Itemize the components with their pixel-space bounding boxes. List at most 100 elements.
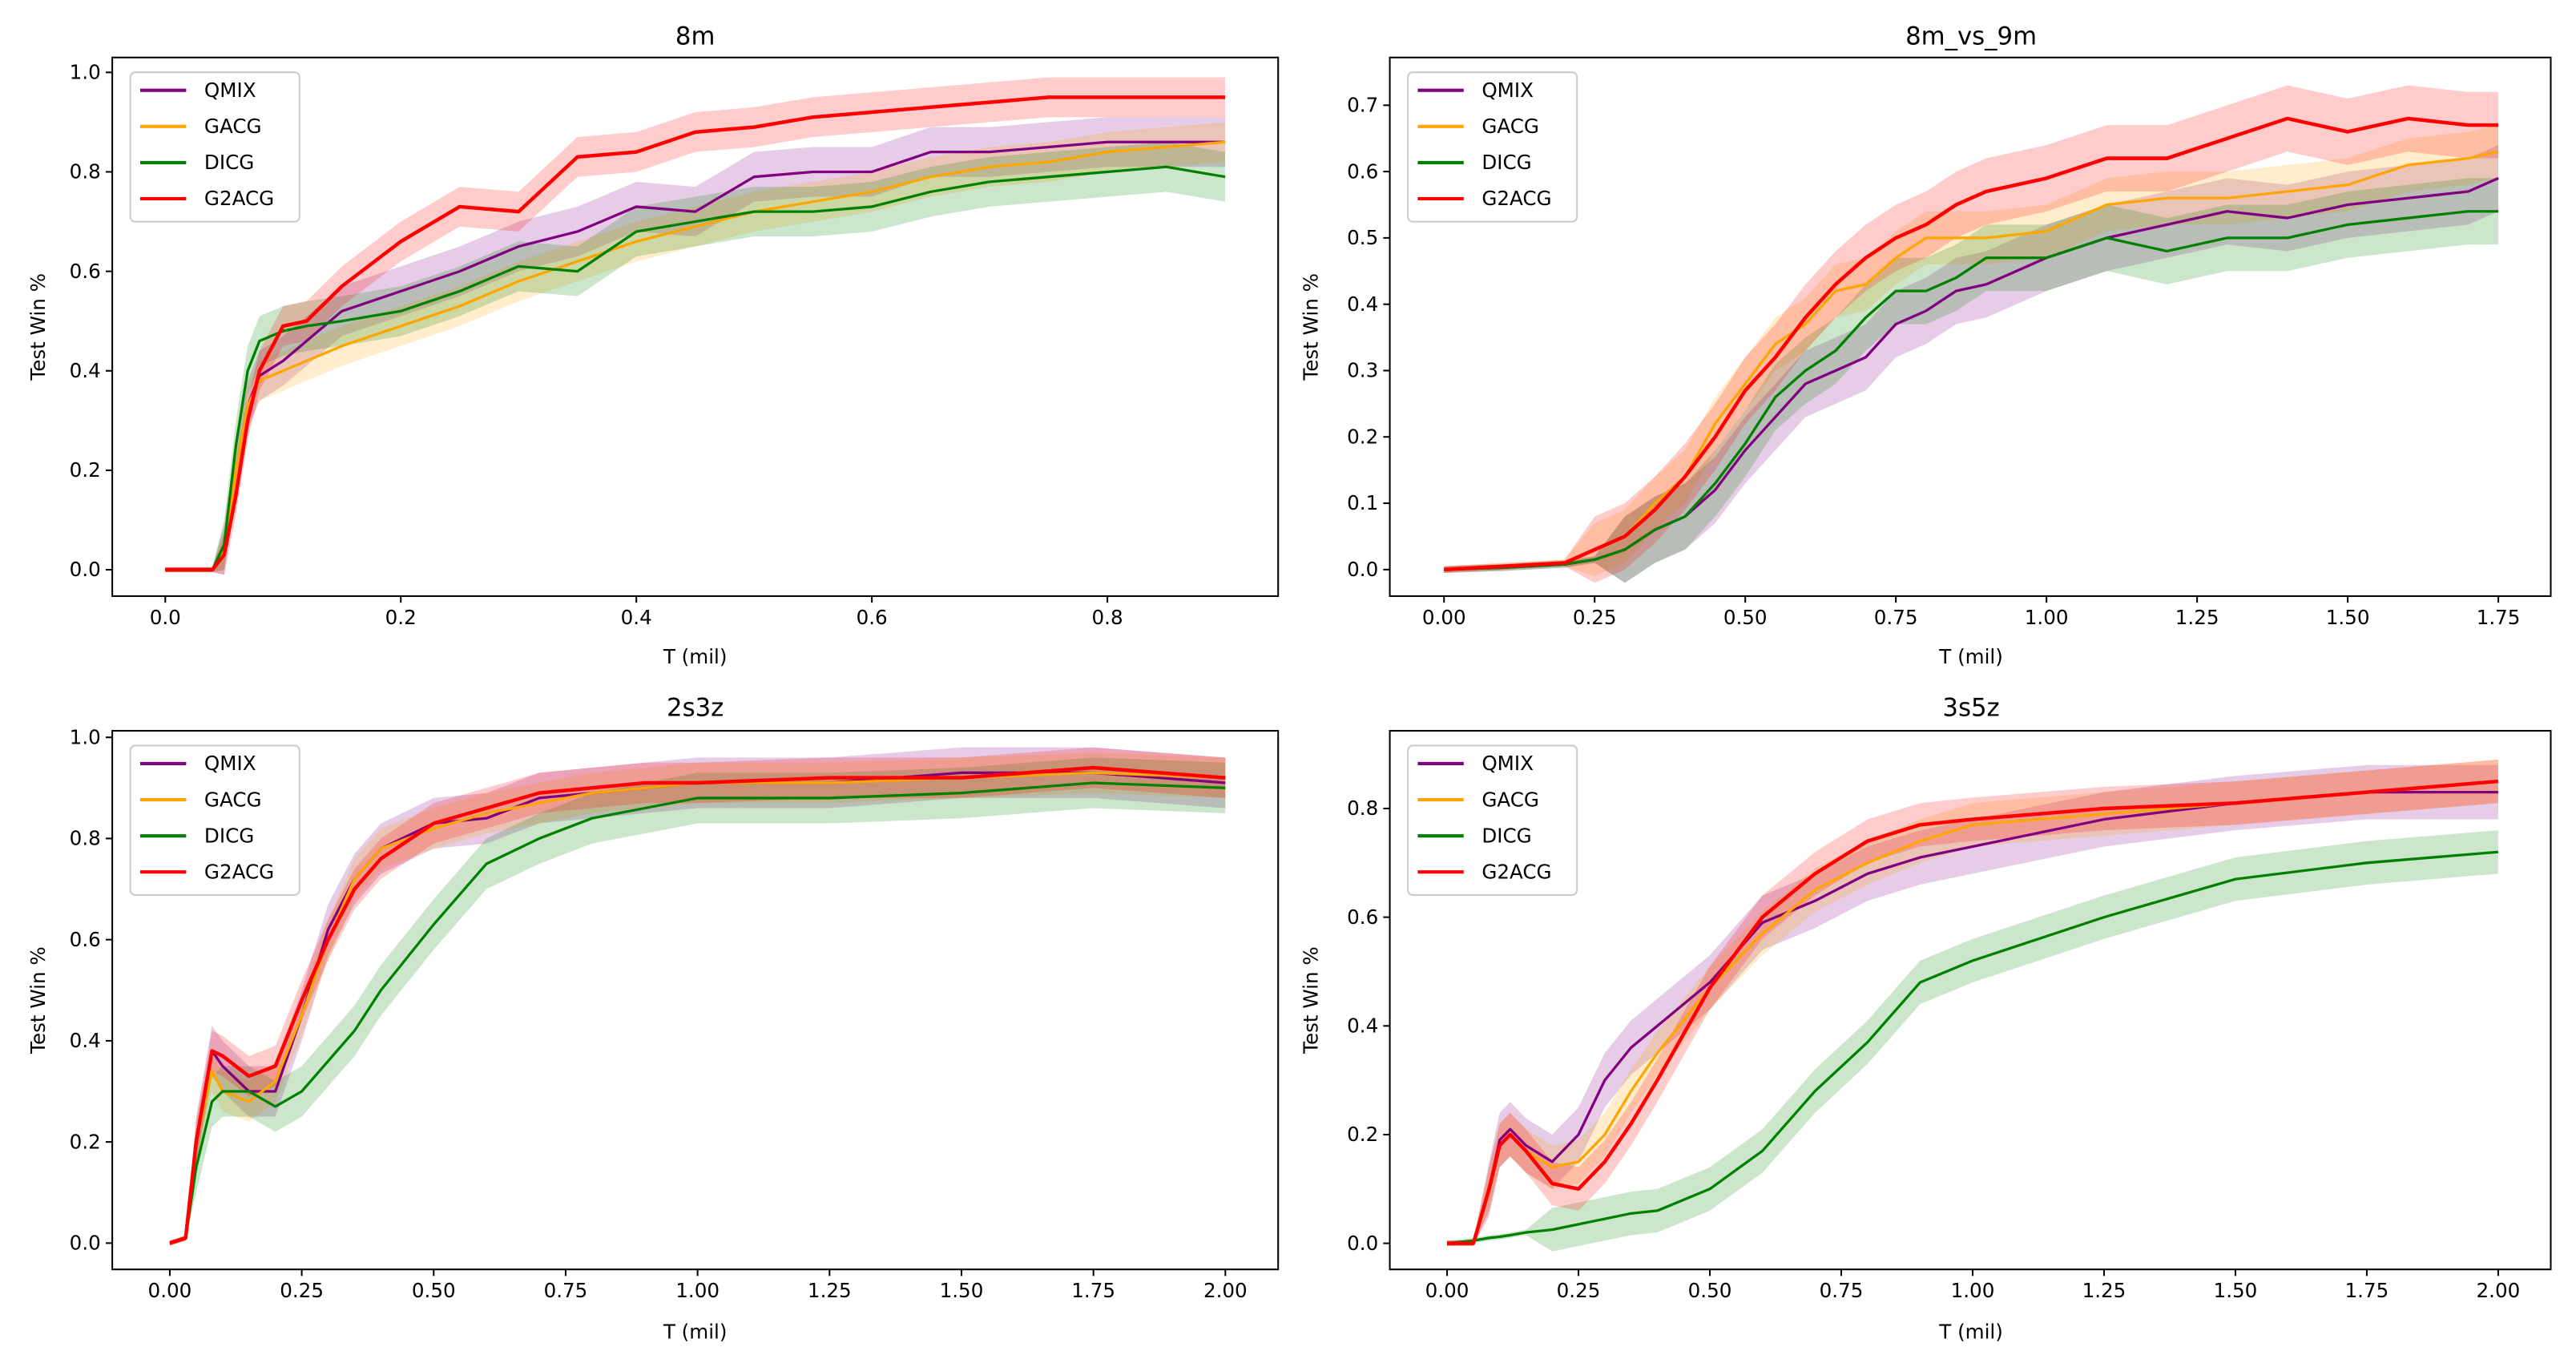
legend-label-gacg: GACG xyxy=(204,115,262,138)
chart-title: 8m_vs_9m xyxy=(1905,22,2037,50)
chart-title: 8m xyxy=(675,22,716,50)
y-tick-label: 0.1 xyxy=(1347,491,1378,514)
plot-area xyxy=(169,747,1226,1246)
confidence-band-gacg xyxy=(169,752,1226,1246)
legend-box xyxy=(1407,744,1578,896)
x-tick-label: 0.50 xyxy=(412,1279,456,1302)
axes-frame xyxy=(111,56,1280,597)
x-tick-label: 0.25 xyxy=(1557,1279,1601,1302)
y-tick-label: 0.2 xyxy=(1347,425,1378,448)
legend-label-dicg: DICG xyxy=(204,824,254,847)
series-line-g2acg xyxy=(165,95,1226,572)
legend-label-g2acg: G2ACG xyxy=(204,187,274,210)
legend-label-qmix: QMIX xyxy=(1482,752,1534,775)
legend-label-gacg: GACG xyxy=(1482,115,1539,138)
x-tick-label: 0.25 xyxy=(1573,606,1617,629)
x-axis-label: T (mil) xyxy=(663,645,728,668)
legend-label-dicg: DICG xyxy=(204,151,254,174)
x-tick-label: 1.00 xyxy=(675,1279,720,1302)
y-tick-label: 0.2 xyxy=(70,458,101,482)
y-tick-label: 0.0 xyxy=(1347,558,1378,581)
x-tick-label: 1.75 xyxy=(2345,1279,2389,1302)
y-tick-label: 0.4 xyxy=(1347,1014,1378,1038)
x-tick-label: 0.75 xyxy=(1874,606,1918,629)
confidence-band-dicg xyxy=(1447,830,2498,1252)
y-tick-label: 0.4 xyxy=(70,359,101,382)
x-tick-label: 0.0 xyxy=(150,606,181,629)
y-tick-label: 0.6 xyxy=(70,260,101,283)
chart-title: 3s5z xyxy=(1942,694,1999,723)
legend-label-qmix: QMIX xyxy=(1482,79,1534,102)
y-tick-label: 0.0 xyxy=(70,1232,101,1255)
y-tick-label: 0.3 xyxy=(1347,359,1378,382)
chart-title: 2s3z xyxy=(667,694,724,723)
series-line-g2acg xyxy=(1447,779,2499,1245)
x-tick-label: 0.8 xyxy=(1092,606,1123,629)
confidence-band-g2acg xyxy=(1444,85,2499,583)
legend-label-gacg: GACG xyxy=(1482,788,1539,811)
series-line-dicg xyxy=(1444,210,2499,571)
x-tick-label: 0.25 xyxy=(280,1279,324,1302)
confidence-band-dicg xyxy=(169,757,1226,1246)
x-tick-label: 1.00 xyxy=(1951,1279,1995,1302)
x-tick-label: 0.00 xyxy=(148,1279,192,1302)
legend: QMIX GACG DICG G2ACG xyxy=(1407,744,1578,896)
x-tick-label: 0.6 xyxy=(857,606,888,629)
x-tick-label: 1.50 xyxy=(2214,1279,2258,1302)
axes-frame xyxy=(1389,56,2552,597)
legend: QMIX GACG DICG G2ACG xyxy=(1407,71,1578,223)
y-tick-label: 1.0 xyxy=(70,725,101,748)
series-line-gacg xyxy=(169,771,1226,1244)
legend-label-qmix: QMIX xyxy=(204,79,256,102)
x-tick-label: 0.50 xyxy=(1723,606,1768,629)
x-tick-label: 0.2 xyxy=(385,606,417,629)
legend-label-g2acg: G2ACG xyxy=(1482,187,1551,210)
y-tick-label: 0.8 xyxy=(1347,796,1378,820)
confidence-band-g2acg xyxy=(1447,759,2498,1247)
legend-box xyxy=(129,71,300,223)
plot-area xyxy=(165,77,1226,575)
y-tick-label: 0.7 xyxy=(1347,94,1378,117)
x-tick-label: 1.75 xyxy=(2477,606,2521,629)
x-axis-label: T (mil) xyxy=(663,1320,728,1343)
confidence-band-gacg xyxy=(1447,759,2498,1247)
y-tick-label: 0.5 xyxy=(1347,226,1378,249)
legend-label-dicg: DICG xyxy=(1482,824,1531,847)
axes-frame xyxy=(111,729,1280,1271)
series-line-dicg xyxy=(165,165,1226,571)
x-tick-label: 1.00 xyxy=(2025,606,2069,629)
x-tick-label: 0.00 xyxy=(1422,606,1466,629)
y-tick-label: 0.6 xyxy=(70,928,101,951)
series-line-dicg xyxy=(1446,850,2499,1245)
y-tick-label: 0.4 xyxy=(1347,292,1378,316)
chart-8m-vs-9m: 8m_vs_9m T (mil) Test Win % 0.00 0.25 0.50… xyxy=(1299,22,2552,668)
x-tick-label: 0.50 xyxy=(1688,1279,1732,1302)
y-tick-label: 0.8 xyxy=(70,160,101,183)
confidence-band-qmix xyxy=(1444,145,2499,583)
y-tick-label: 0.2 xyxy=(1347,1123,1378,1146)
legend: QMIX GACG DICG G2ACG xyxy=(129,71,300,223)
legend-label-qmix: QMIX xyxy=(204,752,256,775)
y-axis-label: Test Win % xyxy=(26,273,50,381)
x-tick-label: 2.00 xyxy=(2477,1279,2521,1302)
y-tick-label: 0.6 xyxy=(1347,905,1378,929)
confidence-band-gacg xyxy=(1444,125,2499,577)
y-tick-label: 0.0 xyxy=(1347,1232,1378,1255)
legend: QMIX GACG DICG G2ACG xyxy=(129,744,300,896)
legend-box xyxy=(129,744,300,896)
legend-label-g2acg: G2ACG xyxy=(1482,860,1551,883)
x-tick-label: 0.75 xyxy=(544,1279,588,1302)
y-tick-label: 1.0 xyxy=(70,61,101,84)
x-tick-label: 0.4 xyxy=(621,606,652,629)
x-tick-label: 1.25 xyxy=(2082,1279,2127,1302)
plot-area xyxy=(1446,759,2499,1252)
series-line-gacg xyxy=(165,140,1226,571)
y-tick-label: 0.8 xyxy=(70,827,101,850)
x-tick-label: 1.75 xyxy=(1071,1279,1115,1302)
legend-label-gacg: GACG xyxy=(204,788,262,811)
legend-label-g2acg: G2ACG xyxy=(204,860,274,883)
legend-label-dicg: DICG xyxy=(1482,151,1531,174)
y-axis-label: Test Win % xyxy=(1299,946,1322,1055)
y-axis-label: Test Win % xyxy=(26,946,50,1055)
chart-2s3z: 2s3z T (mil) Test Win % 0.00 0.25 0.50 0.75… xyxy=(26,694,1280,1343)
